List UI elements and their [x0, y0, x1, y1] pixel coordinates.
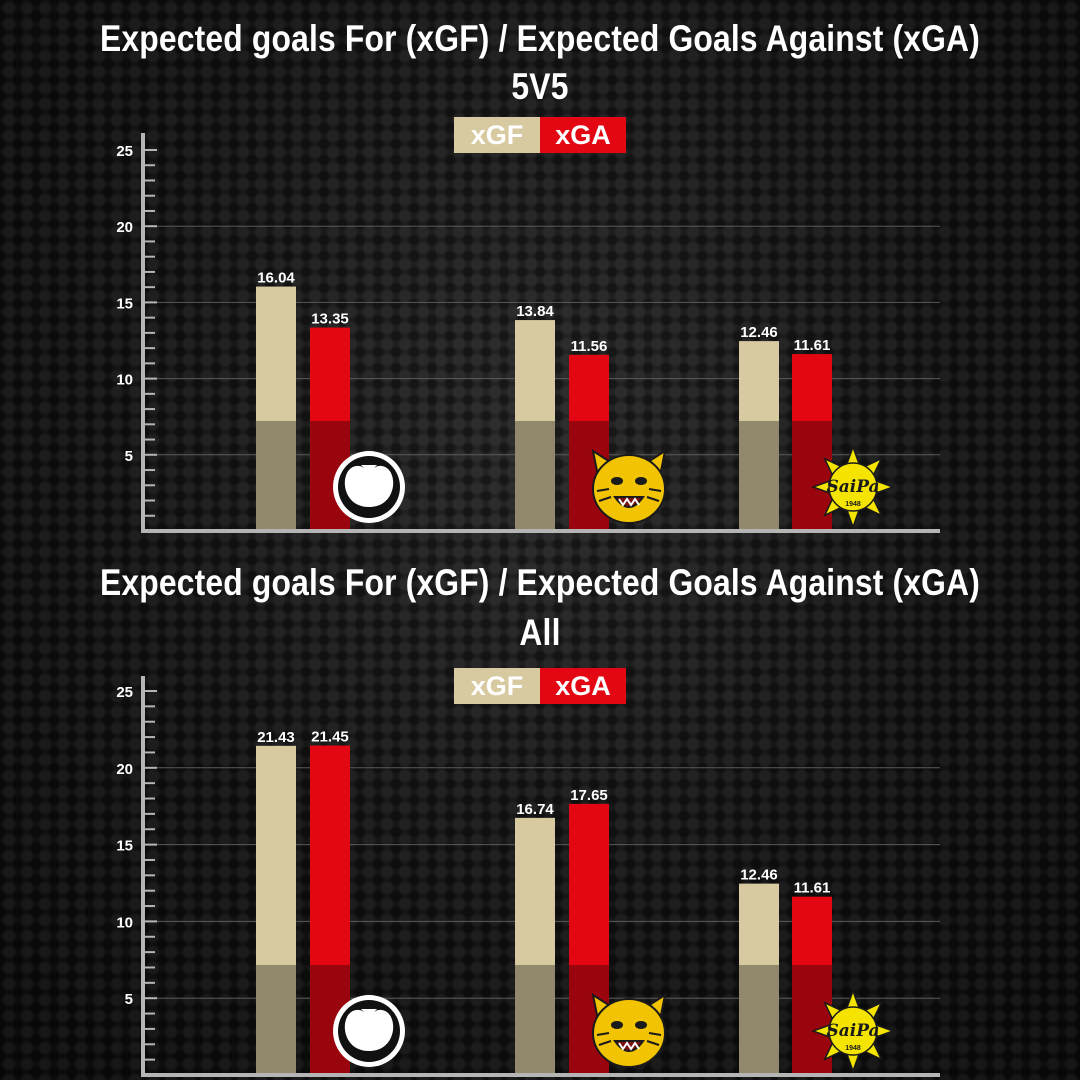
- data-label: 21.45: [311, 729, 349, 746]
- spade-icon: [333, 995, 405, 1067]
- data-label: 11.56: [571, 338, 608, 355]
- bar-shade: [792, 421, 832, 529]
- data-label: 13.84: [516, 303, 554, 320]
- saipa-star-icon: SaiPa 1948: [810, 988, 896, 1074]
- data-label: 13.35: [311, 311, 349, 328]
- legend-1: xGF xGA: [454, 117, 626, 153]
- data-label: 16.74: [516, 801, 554, 818]
- chart-subtitle-1: 5V5: [511, 66, 569, 107]
- logo-year: 1948: [845, 1045, 861, 1052]
- data-label: 16.04: [257, 270, 295, 287]
- legend-xgf-swatch: xGF: [454, 668, 540, 704]
- bar-shade: [256, 965, 296, 1073]
- lynx-icon: [591, 448, 667, 524]
- chart-subtitle-2: All: [519, 612, 561, 653]
- legend-2: xGF xGA: [454, 668, 626, 704]
- y-tick-label: 5: [125, 448, 133, 465]
- logo-year: 1948: [845, 501, 861, 508]
- bar-shade: [515, 965, 555, 1073]
- data-label: 21.43: [257, 729, 295, 746]
- y-tick-label: 10: [116, 914, 133, 931]
- chart-title-1: Expected goals For (xGF) / Expected Goal…: [100, 18, 980, 59]
- spade-icon: [333, 451, 405, 523]
- y-tick-label: 25: [116, 143, 133, 160]
- legend-xga-swatch: xGA: [540, 668, 626, 704]
- logo-text: SaiPa: [826, 477, 879, 497]
- y-tick-label: 15: [116, 295, 133, 312]
- data-label: 12.46: [740, 324, 778, 341]
- bar-shade: [739, 965, 779, 1073]
- data-label: 11.61: [794, 337, 831, 354]
- lynx-icon: [591, 992, 667, 1068]
- bar-xga: [792, 354, 832, 529]
- bar-chart-5v5: 5 10 15 20 25 16.04 13.84 12.46 13.35 11.56 11.61 S…: [116, 133, 940, 533]
- y-tick-label: 20: [116, 219, 133, 236]
- bar-xgf: [515, 817, 555, 1073]
- chart-title-2: Expected goals For (xGF) / Expected Goal…: [100, 562, 980, 603]
- data-label: 11.61: [794, 880, 831, 897]
- saipa-star-icon: SaiPa 1948: [810, 444, 896, 530]
- data-label: 17.65: [570, 787, 608, 804]
- bar-shade: [792, 965, 832, 1073]
- legend-xgf-swatch: xGF: [454, 117, 540, 153]
- bar-xgf: [739, 341, 779, 529]
- bar-shade: [515, 421, 555, 529]
- bar-shade: [256, 421, 296, 529]
- y-tick-label: 10: [116, 372, 133, 389]
- bar-shade: [739, 421, 779, 529]
- logo-text: SaiPa: [826, 1021, 879, 1041]
- bar-xga: [792, 896, 832, 1073]
- bar-xgf: [256, 286, 296, 529]
- y-tick-label: 15: [116, 838, 133, 855]
- y-tick-label: 20: [116, 761, 133, 778]
- bar-xgf: [515, 320, 555, 529]
- legend-xga-swatch: xGA: [540, 117, 626, 153]
- y-tick-label: 5: [125, 991, 133, 1008]
- bar-xgf: [739, 883, 779, 1073]
- bar-xgf: [256, 745, 296, 1073]
- y-tick-label: 25: [116, 684, 133, 701]
- data-label: 12.46: [740, 867, 778, 884]
